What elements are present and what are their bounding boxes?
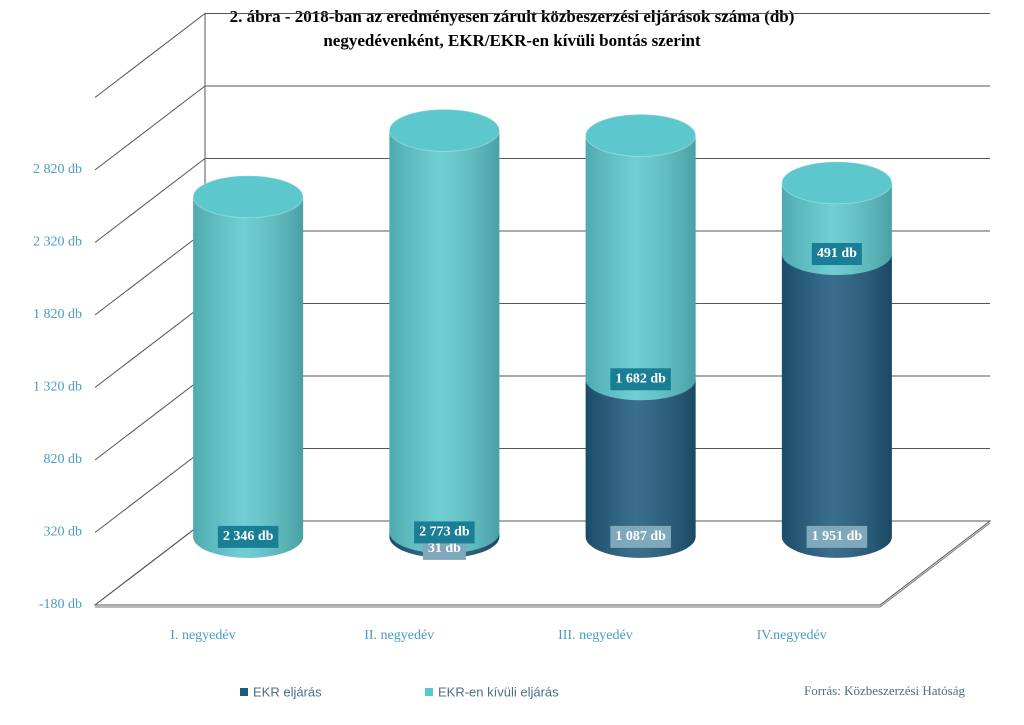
- y-tick-label: 820 db: [44, 452, 83, 467]
- cylinder-top: [585, 113, 697, 157]
- data-label-box: [217, 525, 279, 548]
- chart-subtitle: negyedévenként, EKR/EKR-en kívüli bontás…: [323, 31, 701, 50]
- cylinder-segment: [389, 130, 500, 554]
- floor-edge: [95, 522, 991, 608]
- cylinder-segment: [781, 254, 892, 558]
- cylinder-segment: [585, 379, 696, 558]
- y-tick-label: 2 820 db: [33, 162, 82, 177]
- data-label-box: [811, 243, 862, 266]
- legend-swatch: [240, 688, 248, 696]
- x-tick-label: I. negyedév: [170, 628, 235, 643]
- data-label: 1 951 db: [806, 525, 868, 548]
- grid-line: [94, 85, 990, 171]
- data-label-box: [806, 525, 868, 548]
- x-tick-label: III. negyedév: [558, 628, 633, 643]
- data-label: 491 db: [811, 243, 862, 266]
- cylinder-top: [781, 161, 893, 205]
- legend-swatch: [425, 688, 433, 696]
- cylinder-top: [192, 175, 304, 219]
- y-tick-label: 1 820 db: [33, 307, 82, 322]
- data-label-box: [414, 521, 475, 544]
- grid-line: [94, 13, 990, 98]
- data-label-text: 1 087 db: [615, 529, 666, 544]
- data-label-text: 1 682 db: [615, 372, 666, 387]
- data-label-text: 31 db: [428, 541, 461, 556]
- cylinder-shade: [389, 130, 500, 554]
- data-label-text: 1 951 db: [812, 529, 863, 544]
- legend-label: EKR eljárás: [253, 684, 322, 699]
- cylinder-shade: [193, 196, 304, 558]
- data-label-box: [610, 368, 671, 391]
- data-label: 1 087 db: [610, 525, 671, 548]
- legend-label: EKR-en kívüli eljárás: [438, 684, 559, 699]
- cylinder-shade: [585, 135, 696, 401]
- y-tick-label: 1 320 db: [33, 380, 82, 395]
- x-tick-label: IV.negyedév: [757, 628, 827, 643]
- y-tick-label: 2 320 db: [33, 235, 82, 250]
- y-tick-label: 320 db: [44, 525, 83, 540]
- data-label-box: [610, 525, 671, 548]
- chart-title: 2. ábra - 2018-ban az eredményesen zárul…: [230, 7, 795, 26]
- cylinder-shade: [585, 379, 696, 558]
- cylinder-shade: [781, 182, 892, 275]
- y-tick-label: -180 db: [39, 597, 82, 612]
- cylinder-top: [388, 108, 500, 152]
- cylinder-shade: [781, 254, 892, 558]
- data-label-text: 491 db: [817, 246, 857, 261]
- data-label: 2 773 db: [414, 521, 475, 544]
- cylinder-segment: [585, 135, 696, 401]
- source: Forrás: Közbeszerzési Hatóság: [804, 683, 965, 698]
- x-tick-label: II. negyedév: [364, 628, 434, 643]
- data-label: 2 346 db: [217, 525, 279, 548]
- data-label-text: 2 346 db: [223, 529, 274, 544]
- data-label-text: 2 773 db: [419, 525, 470, 540]
- cylinder-segment: [781, 182, 892, 275]
- cylinder-segment: [193, 196, 304, 558]
- data-label: 1 682 db: [610, 368, 671, 391]
